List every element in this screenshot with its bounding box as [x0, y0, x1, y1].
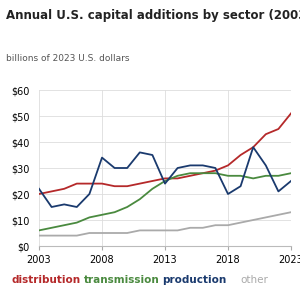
Text: production: production	[162, 275, 226, 285]
Text: distribution: distribution	[12, 275, 81, 285]
Text: billions of 2023 U.S. dollars: billions of 2023 U.S. dollars	[6, 54, 130, 63]
Text: other: other	[240, 275, 268, 285]
Text: transmission: transmission	[84, 275, 160, 285]
Text: Annual U.S. capital additions by sector (2003–2023): Annual U.S. capital additions by sector …	[6, 9, 300, 22]
